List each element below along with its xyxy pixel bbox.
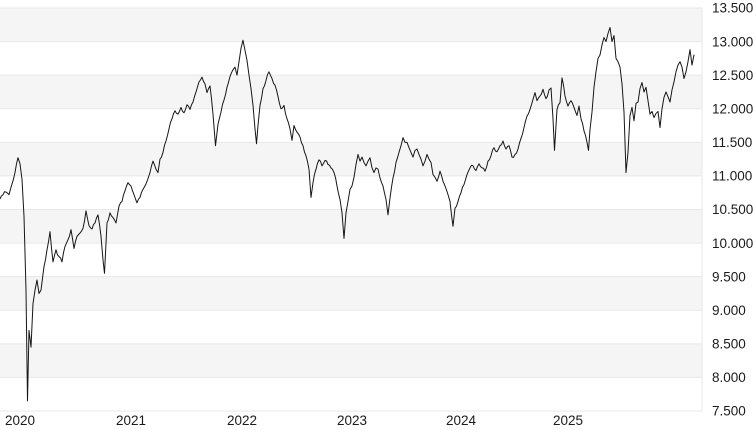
y-axis-label: 11.500 (712, 135, 752, 150)
y-axis-label: 10.500 (712, 202, 753, 217)
band (0, 310, 702, 344)
y-axis-label: 10.000 (712, 236, 753, 251)
x-axis-label: 2022 (227, 413, 257, 428)
y-axis-label: 12.000 (712, 101, 753, 116)
x-axis-label: 2024 (446, 413, 477, 428)
x-axis-label: 2025 (553, 413, 583, 428)
y-axis-label: 9.000 (712, 303, 746, 318)
band (0, 209, 702, 244)
x-axis-label: 2020 (5, 413, 35, 428)
y-axis-label: 12.500 (712, 68, 753, 83)
band (0, 276, 702, 311)
band (0, 8, 702, 42)
y-axis-label: 13.000 (712, 34, 753, 49)
background-bands (0, 8, 702, 411)
band (0, 142, 702, 176)
band (0, 343, 702, 378)
y-axis-labels: 13.500 13.000 12.500 12.000 11.500 11.000 10.5… (712, 1, 753, 419)
y-axis-label: 8.000 (712, 370, 746, 385)
y-axis-label: 13.500 (712, 1, 753, 16)
band (0, 175, 702, 210)
price-line-group (0, 26, 695, 402)
band (0, 41, 702, 76)
band (0, 377, 702, 411)
band (0, 108, 702, 143)
y-axis-label: 7.500 (712, 404, 746, 419)
band (0, 243, 702, 277)
price-line (0, 26, 695, 402)
gridlines (0, 7, 703, 412)
x-axis-label: 2021 (116, 413, 146, 428)
y-axis-label: 11.000 (712, 169, 752, 184)
x-axis-labels: 2020 2021 2022 2023 2024 2025 (5, 413, 583, 428)
y-axis-label: 9.500 (712, 269, 746, 284)
band (0, 75, 702, 109)
x-axis-label: 2023 (337, 413, 367, 428)
y-axis-label: 8.500 (712, 337, 746, 352)
